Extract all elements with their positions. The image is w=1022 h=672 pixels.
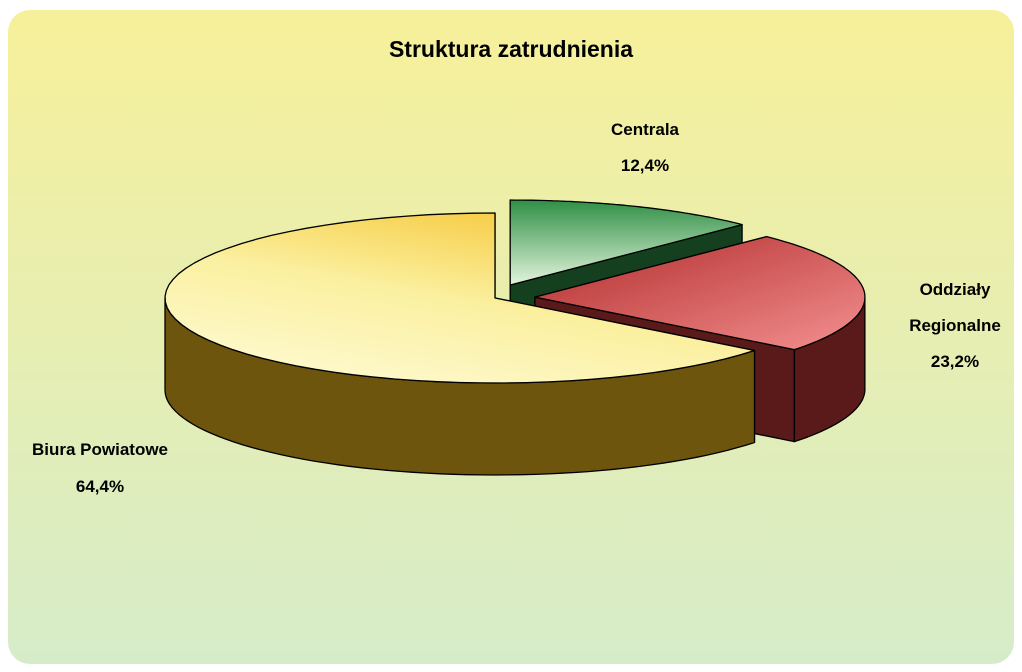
value-label: 23,2% xyxy=(930,352,980,371)
value-label: 64,4% xyxy=(75,477,125,496)
value-label: 12,4% xyxy=(620,156,670,175)
slice xyxy=(509,199,743,286)
category-label: Centrala xyxy=(610,120,680,139)
category-label: Oddziały Regionalne xyxy=(909,280,1001,335)
category-label: Biura Powiatowe xyxy=(31,440,169,459)
slice xyxy=(534,235,866,351)
slice xyxy=(164,212,756,384)
chart-title: Struktura zatrudnienia xyxy=(388,36,634,62)
